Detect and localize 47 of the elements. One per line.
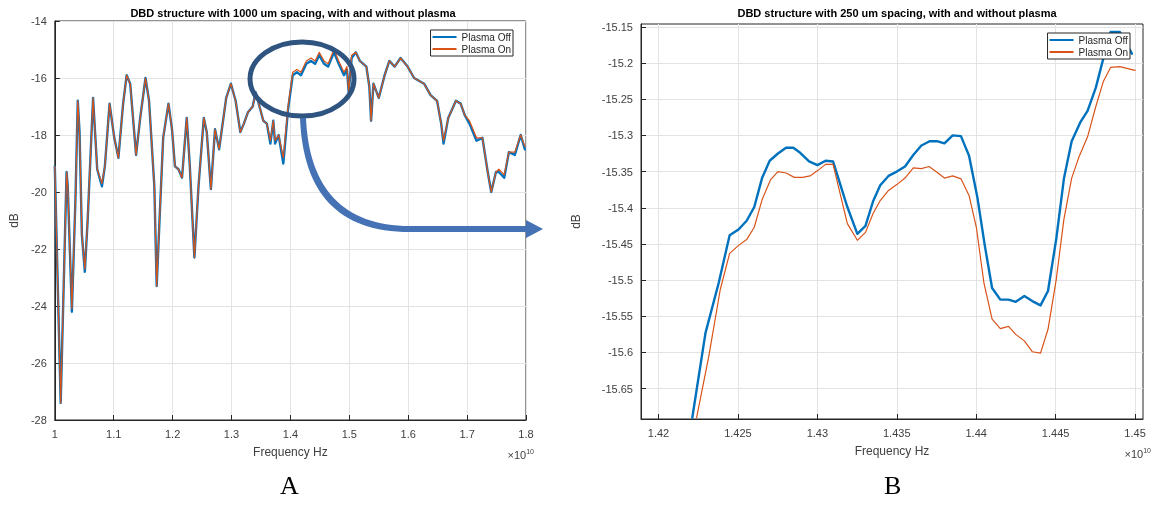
legend-label: Plasma On — [1078, 46, 1129, 58]
y-tick-label: -15.2 — [607, 57, 633, 70]
x-tick-label: 1.43 — [806, 426, 829, 439]
y-axis-title: dB — [569, 214, 583, 229]
y-tick-label: -15.55 — [601, 310, 633, 323]
y-tick-label: -15.3 — [607, 129, 633, 142]
y-tick-label: -20 — [30, 186, 47, 198]
y-tick-label: -28 — [30, 414, 47, 426]
y-tick-label: -15.35 — [601, 165, 633, 178]
x-tick-label: 1.3 — [223, 427, 240, 440]
legend-label: Plasma Off — [1078, 34, 1129, 46]
y-tick-label: -14 — [30, 15, 47, 27]
chart-title: DBD structure with 1000 um spacing, with and without plasma — [130, 6, 457, 19]
x-axis-title: Frequency Hz — [854, 444, 930, 458]
x-tick-label: 1.7 — [459, 427, 475, 440]
x-tick-label: 1.435 — [883, 426, 911, 439]
y-tick-label: -15.5 — [607, 274, 633, 287]
y-tick-label: -26 — [30, 357, 47, 369]
chart-title: DBD structure with 250 um spacing, with and without plasma — [737, 6, 1058, 19]
y-tick-label: -16 — [30, 72, 47, 84]
x-tick-label: 1.2 — [164, 427, 181, 440]
x-tick-label: 1.42 — [647, 426, 670, 439]
x-tick-label: 1 — [51, 427, 58, 440]
y-axis-title: dB — [7, 213, 21, 228]
x-tick-label: 1.425 — [724, 426, 752, 439]
text: B — [884, 470, 902, 500]
x-tick-label: 1.1 — [106, 427, 122, 440]
x-tick-label: 1.6 — [400, 427, 416, 440]
y-tick-label: -18 — [30, 129, 47, 141]
y-tick-label: -22 — [30, 243, 47, 255]
legend-label: Plasma Off — [461, 31, 512, 43]
x-tick-label: 1.8 — [518, 427, 534, 440]
text: A — [280, 470, 299, 500]
y-tick-label: -15.25 — [601, 93, 633, 106]
x-tick-label: 1.4 — [282, 427, 299, 440]
x-tick-label: 1.5 — [341, 427, 357, 440]
x-axis-title: Frequency Hz — [253, 445, 328, 459]
y-tick-label: -15.65 — [601, 382, 633, 395]
legend-label: Plasma On — [461, 43, 512, 55]
y-tick-label: -15.15 — [601, 20, 633, 33]
x-tick-label: 1.45 — [1124, 426, 1146, 439]
y-tick-label: -15.4 — [607, 201, 633, 214]
y-tick-label: -24 — [30, 300, 47, 312]
y-tick-label: -15.6 — [607, 346, 633, 359]
x-tick-label: 1.445 — [1041, 426, 1070, 439]
x-tick-label: 1.44 — [965, 426, 987, 439]
y-tick-label: -15.45 — [601, 237, 633, 250]
